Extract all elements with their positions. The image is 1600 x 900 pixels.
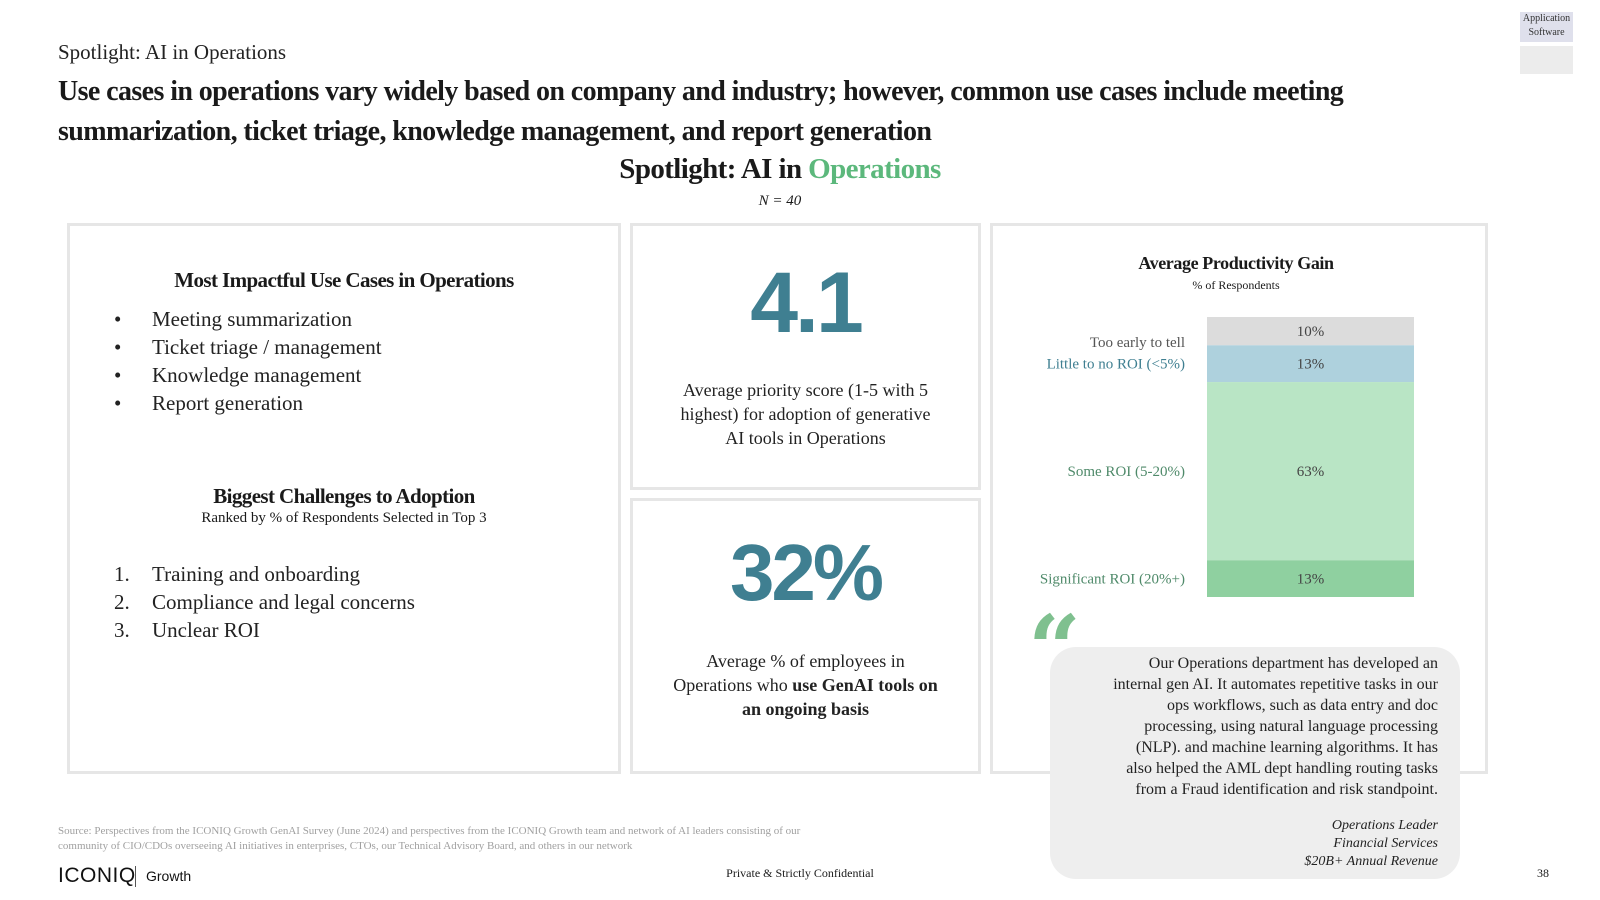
rank-number: 2. [114, 590, 130, 614]
source-note: Source: Perspectives from the ICONIQ Gro… [58, 824, 958, 854]
list-item: 1. Training and onboarding [114, 560, 415, 588]
usage-desc-line3: an ongoing basis [633, 697, 978, 721]
bar-segment [1207, 560, 1414, 597]
iconiq-logo: ICONIQ [58, 864, 136, 887]
challenges-subtitle: Ranked by % of Respondents Selected in T… [201, 510, 487, 526]
attribution-industry: Financial Services [1333, 836, 1438, 851]
attribution-role: Operations Leader [1331, 818, 1438, 833]
use-cases-list: • Meeting summarization • Ticket triage / … [114, 305, 382, 417]
category-label: Too early to tell [1090, 335, 1185, 351]
source-line1: Source: Perspectives from the ICONIQ Gro… [58, 825, 801, 837]
bar-value-label: 13% [1297, 357, 1325, 373]
confidentiality-note: Private & Strictly Confidential [726, 866, 874, 880]
kicker: Spotlight: AI in Operations [58, 40, 287, 64]
rank-number: 3. [114, 618, 130, 642]
priority-score-panel: 4.1 Average priority score (1-5 with 5 h… [630, 223, 981, 490]
priority-desc-line3: AI tools in Operations [725, 428, 886, 448]
section-tag-line1: Application [1522, 13, 1571, 24]
list-item: • Meeting summarization [114, 305, 382, 333]
list-item-label: Training and onboarding [152, 562, 361, 586]
headline-line1: Use cases in operations vary widely base… [58, 76, 1344, 107]
headline: Use cases in operations vary widely base… [58, 72, 1478, 152]
list-item-label: Compliance and legal concerns [152, 590, 415, 614]
usage-desc-line2: Operations who use GenAI tools on [633, 673, 978, 697]
quote-text: Our Operations department has developed … [1066, 653, 1438, 800]
employee-usage-description: Average % of employees in Operations who… [633, 649, 978, 721]
use-cases-title: Most Impactful Use Cases in Operations [174, 268, 514, 292]
employee-usage-value: 32% [729, 528, 884, 617]
quote-line: Our Operations department has developed … [1148, 655, 1438, 672]
list-item-label: Unclear ROI [152, 618, 260, 642]
priority-desc-line2: highest) for adoption of generative [680, 404, 931, 424]
bullet-dot: • [114, 391, 122, 415]
chart-subtitle: % of Respondents [1192, 278, 1280, 292]
list-item: • Knowledge management [114, 361, 382, 389]
list-item: • Report generation [114, 389, 382, 417]
bullet-dot: • [114, 307, 122, 331]
category-label: Some ROI (5-20%) [1068, 464, 1185, 480]
page-number: 38 [1537, 866, 1549, 880]
usage-desc-line3-bold: an ongoing basis [741, 699, 870, 719]
bar-segment [1207, 317, 1414, 346]
logo-subtitle: Growth [146, 868, 192, 884]
quote-line: ops workflows, such as data entry and do… [1166, 697, 1438, 714]
productivity-chart: 10% Too early to tell 13% Little to no ROI … [1040, 317, 1414, 597]
employee-usage-panel: 32% Average % of employees in Operations… [630, 498, 981, 774]
quote-line: internal gen AI. It automates repetitive… [1113, 676, 1438, 693]
bar-value-label: 10% [1297, 324, 1325, 340]
quote-line: from a Fraud identification and risk sta… [1135, 781, 1438, 798]
challenges-title: Biggest Challenges to Adoption [213, 484, 475, 508]
use-cases-panel: Most Impactful Use Cases in Operations •… [67, 223, 621, 774]
category-label: Significant ROI (20%+) [1040, 572, 1185, 588]
priority-score-description: Average priority score (1-5 with 5 highe… [633, 378, 978, 450]
quote-line: (NLP). and machine learning algorithms. … [1135, 739, 1438, 756]
list-item-label: Report generation [152, 391, 304, 415]
spotlight-title-prefix: Spotlight: AI in [619, 153, 809, 185]
usage-desc-line2-bold: use GenAI tools on [792, 675, 938, 695]
logo-divider [135, 866, 136, 887]
priority-score-value: 4.1 [750, 255, 864, 351]
section-tag: Application Software [1520, 12, 1573, 42]
priority-desc-line1: Average priority score (1-5 with 5 [682, 380, 929, 400]
quote-line: also helped the AML dept handling routin… [1126, 760, 1438, 777]
list-item-label: Knowledge management [152, 363, 362, 387]
bar-segment [1207, 382, 1414, 561]
list-item: • Ticket triage / management [114, 333, 382, 361]
tag-placeholder-box [1520, 46, 1573, 74]
rank-number: 1. [114, 562, 130, 586]
bar-value-label: 63% [1297, 464, 1325, 480]
bullet-dot: • [114, 363, 122, 387]
section-tag-line2: Software [1528, 27, 1565, 38]
spotlight-title: Spotlight: AI in Operations [0, 153, 1560, 186]
chart-title: Average Productivity Gain [1138, 253, 1334, 273]
bar-value-label: 13% [1297, 572, 1325, 588]
bar-segment [1207, 345, 1414, 383]
challenges-list: 1. Training and onboarding 2. Compliance a… [114, 560, 415, 644]
category-label: Little to no ROI (<5%) [1047, 357, 1185, 373]
headline-line2: summarization, ticket triage, knowledge … [58, 116, 932, 147]
bullet-dot: • [114, 335, 122, 359]
list-item: 3. Unclear ROI [114, 616, 415, 644]
usage-desc-line1: Average % of employees in [706, 651, 905, 671]
usage-desc-line2-pre: Operations who [673, 675, 793, 695]
list-item-label: Meeting summarization [152, 307, 353, 331]
sample-size: N = 40 [758, 193, 802, 209]
quote-line: processing, using natural language proce… [1144, 718, 1438, 735]
list-item-label: Ticket triage / management [152, 335, 382, 359]
quote-box: Our Operations department has developed … [1050, 647, 1460, 879]
spotlight-title-accent: Operations [808, 153, 941, 185]
source-line2: community of CIO/CDOs overseeing AI init… [58, 840, 633, 852]
attribution-revenue: $20B+ Annual Revenue [1304, 854, 1438, 869]
list-item: 2. Compliance and legal concerns [114, 588, 415, 616]
quote-attribution: Operations Leader Financial Services $20… [1304, 817, 1438, 871]
